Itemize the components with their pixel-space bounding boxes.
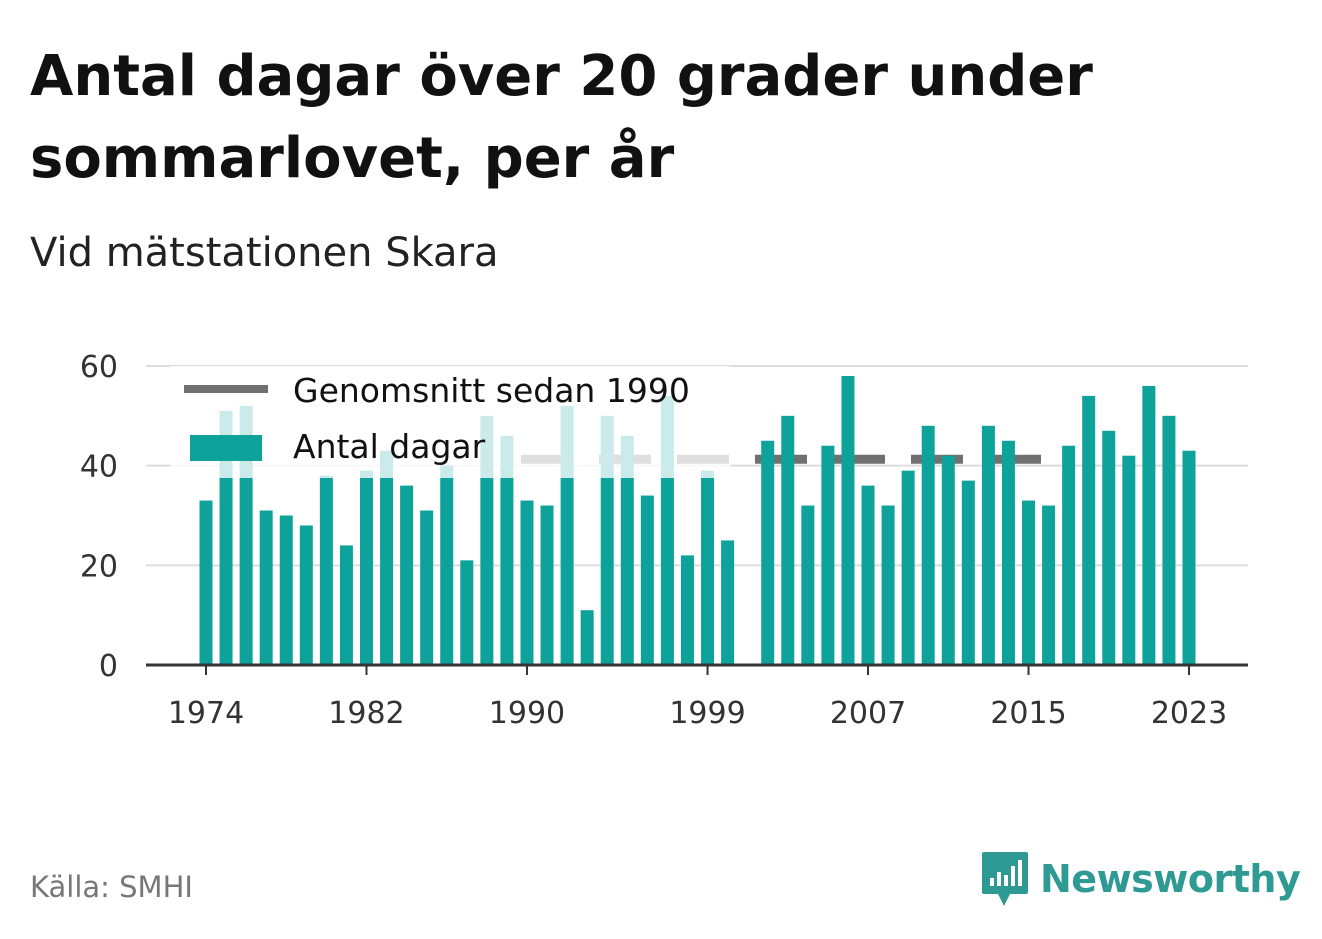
bar-1996 [640, 495, 654, 665]
bar-2008 [881, 505, 895, 665]
bar-1989 [500, 435, 514, 665]
bar-2004 [801, 505, 815, 665]
bar-1986 [440, 465, 454, 665]
bar-1978 [279, 515, 293, 665]
bar-2017 [1062, 445, 1076, 665]
bar-1977 [259, 510, 273, 665]
bar-1985 [420, 510, 434, 665]
bar-2020 [1122, 455, 1136, 665]
bar-2018 [1082, 395, 1096, 665]
bar-2019 [1102, 430, 1116, 665]
bar-2022 [1162, 415, 1176, 665]
bar-1979 [299, 525, 313, 665]
bar-2003 [781, 415, 795, 665]
bar-2009 [901, 470, 915, 665]
bar-1990 [520, 500, 534, 665]
x-tick-label-2007: 2007 [830, 696, 906, 731]
bar-2002 [761, 440, 775, 665]
bar-2000 [721, 540, 735, 665]
y-tick-label-40: 40 [80, 450, 118, 485]
x-tick-label-2023: 2023 [1151, 696, 1227, 731]
legend-label-average: Genomsnitt sedan 1990 [293, 371, 690, 410]
bar-2023 [1182, 450, 1196, 665]
x-tick-label-1974: 1974 [168, 696, 244, 731]
bar-1982 [359, 470, 373, 665]
y-tick-label-20: 20 [80, 549, 118, 584]
bar-2014 [1001, 440, 1015, 665]
brand-name: Newsworthy [1040, 857, 1301, 901]
bar-1993 [580, 610, 594, 665]
x-tick-label-1999: 1999 [669, 696, 745, 731]
x-tick-label-1982: 1982 [328, 696, 404, 731]
bar-2011 [941, 455, 955, 665]
legend: Genomsnitt sedan 1990 Antal dagar [170, 366, 730, 478]
y-tick-label-0: 0 [99, 649, 118, 684]
bar-1981 [339, 545, 353, 665]
bar-1999 [701, 470, 715, 665]
bar-1988 [480, 415, 494, 665]
bar-1983 [380, 450, 394, 665]
bar-1994 [600, 415, 614, 665]
legend-symbol-bar [190, 435, 262, 461]
chart-title: Antal dagar över 20 grader under sommarl… [30, 44, 1093, 191]
y-tick-label-60: 60 [80, 350, 118, 385]
bar-1984 [400, 485, 414, 665]
bar-2021 [1142, 385, 1156, 665]
source-note: Källa: SMHI [30, 870, 193, 904]
bar-2005 [821, 445, 835, 665]
bar-2016 [1042, 505, 1056, 665]
bars [199, 375, 1196, 665]
bar-2015 [1022, 500, 1036, 665]
bar-2013 [981, 425, 995, 665]
bar-1974 [199, 500, 213, 665]
newsworthy-logo-icon [982, 852, 1028, 906]
bar-2010 [921, 425, 935, 665]
bar-2012 [961, 480, 975, 665]
bar-2006 [841, 375, 855, 665]
bar-1998 [680, 555, 694, 665]
bar-1980 [319, 475, 333, 665]
newsworthy-logo: Newsworthy [980, 848, 1301, 910]
x-tick-label-1990: 1990 [489, 696, 565, 731]
x-tick-label-2015: 2015 [990, 696, 1066, 731]
axes: 0 20 40 60 1974 1982 1990 1999 2007 2015 2023 [80, 350, 1248, 731]
chart-subtitle: Vid mätstationen Skara [30, 230, 499, 276]
legend-background [170, 366, 730, 478]
bar-1991 [540, 505, 554, 665]
legend-label-days: Antal dagar [293, 427, 486, 466]
bar-1987 [460, 560, 474, 665]
bar-2007 [861, 485, 875, 665]
bar-chart: Genomsnitt sedan 1990 Antal dagar 0 20 40 60… [80, 350, 1248, 731]
bar-1995 [620, 435, 634, 665]
